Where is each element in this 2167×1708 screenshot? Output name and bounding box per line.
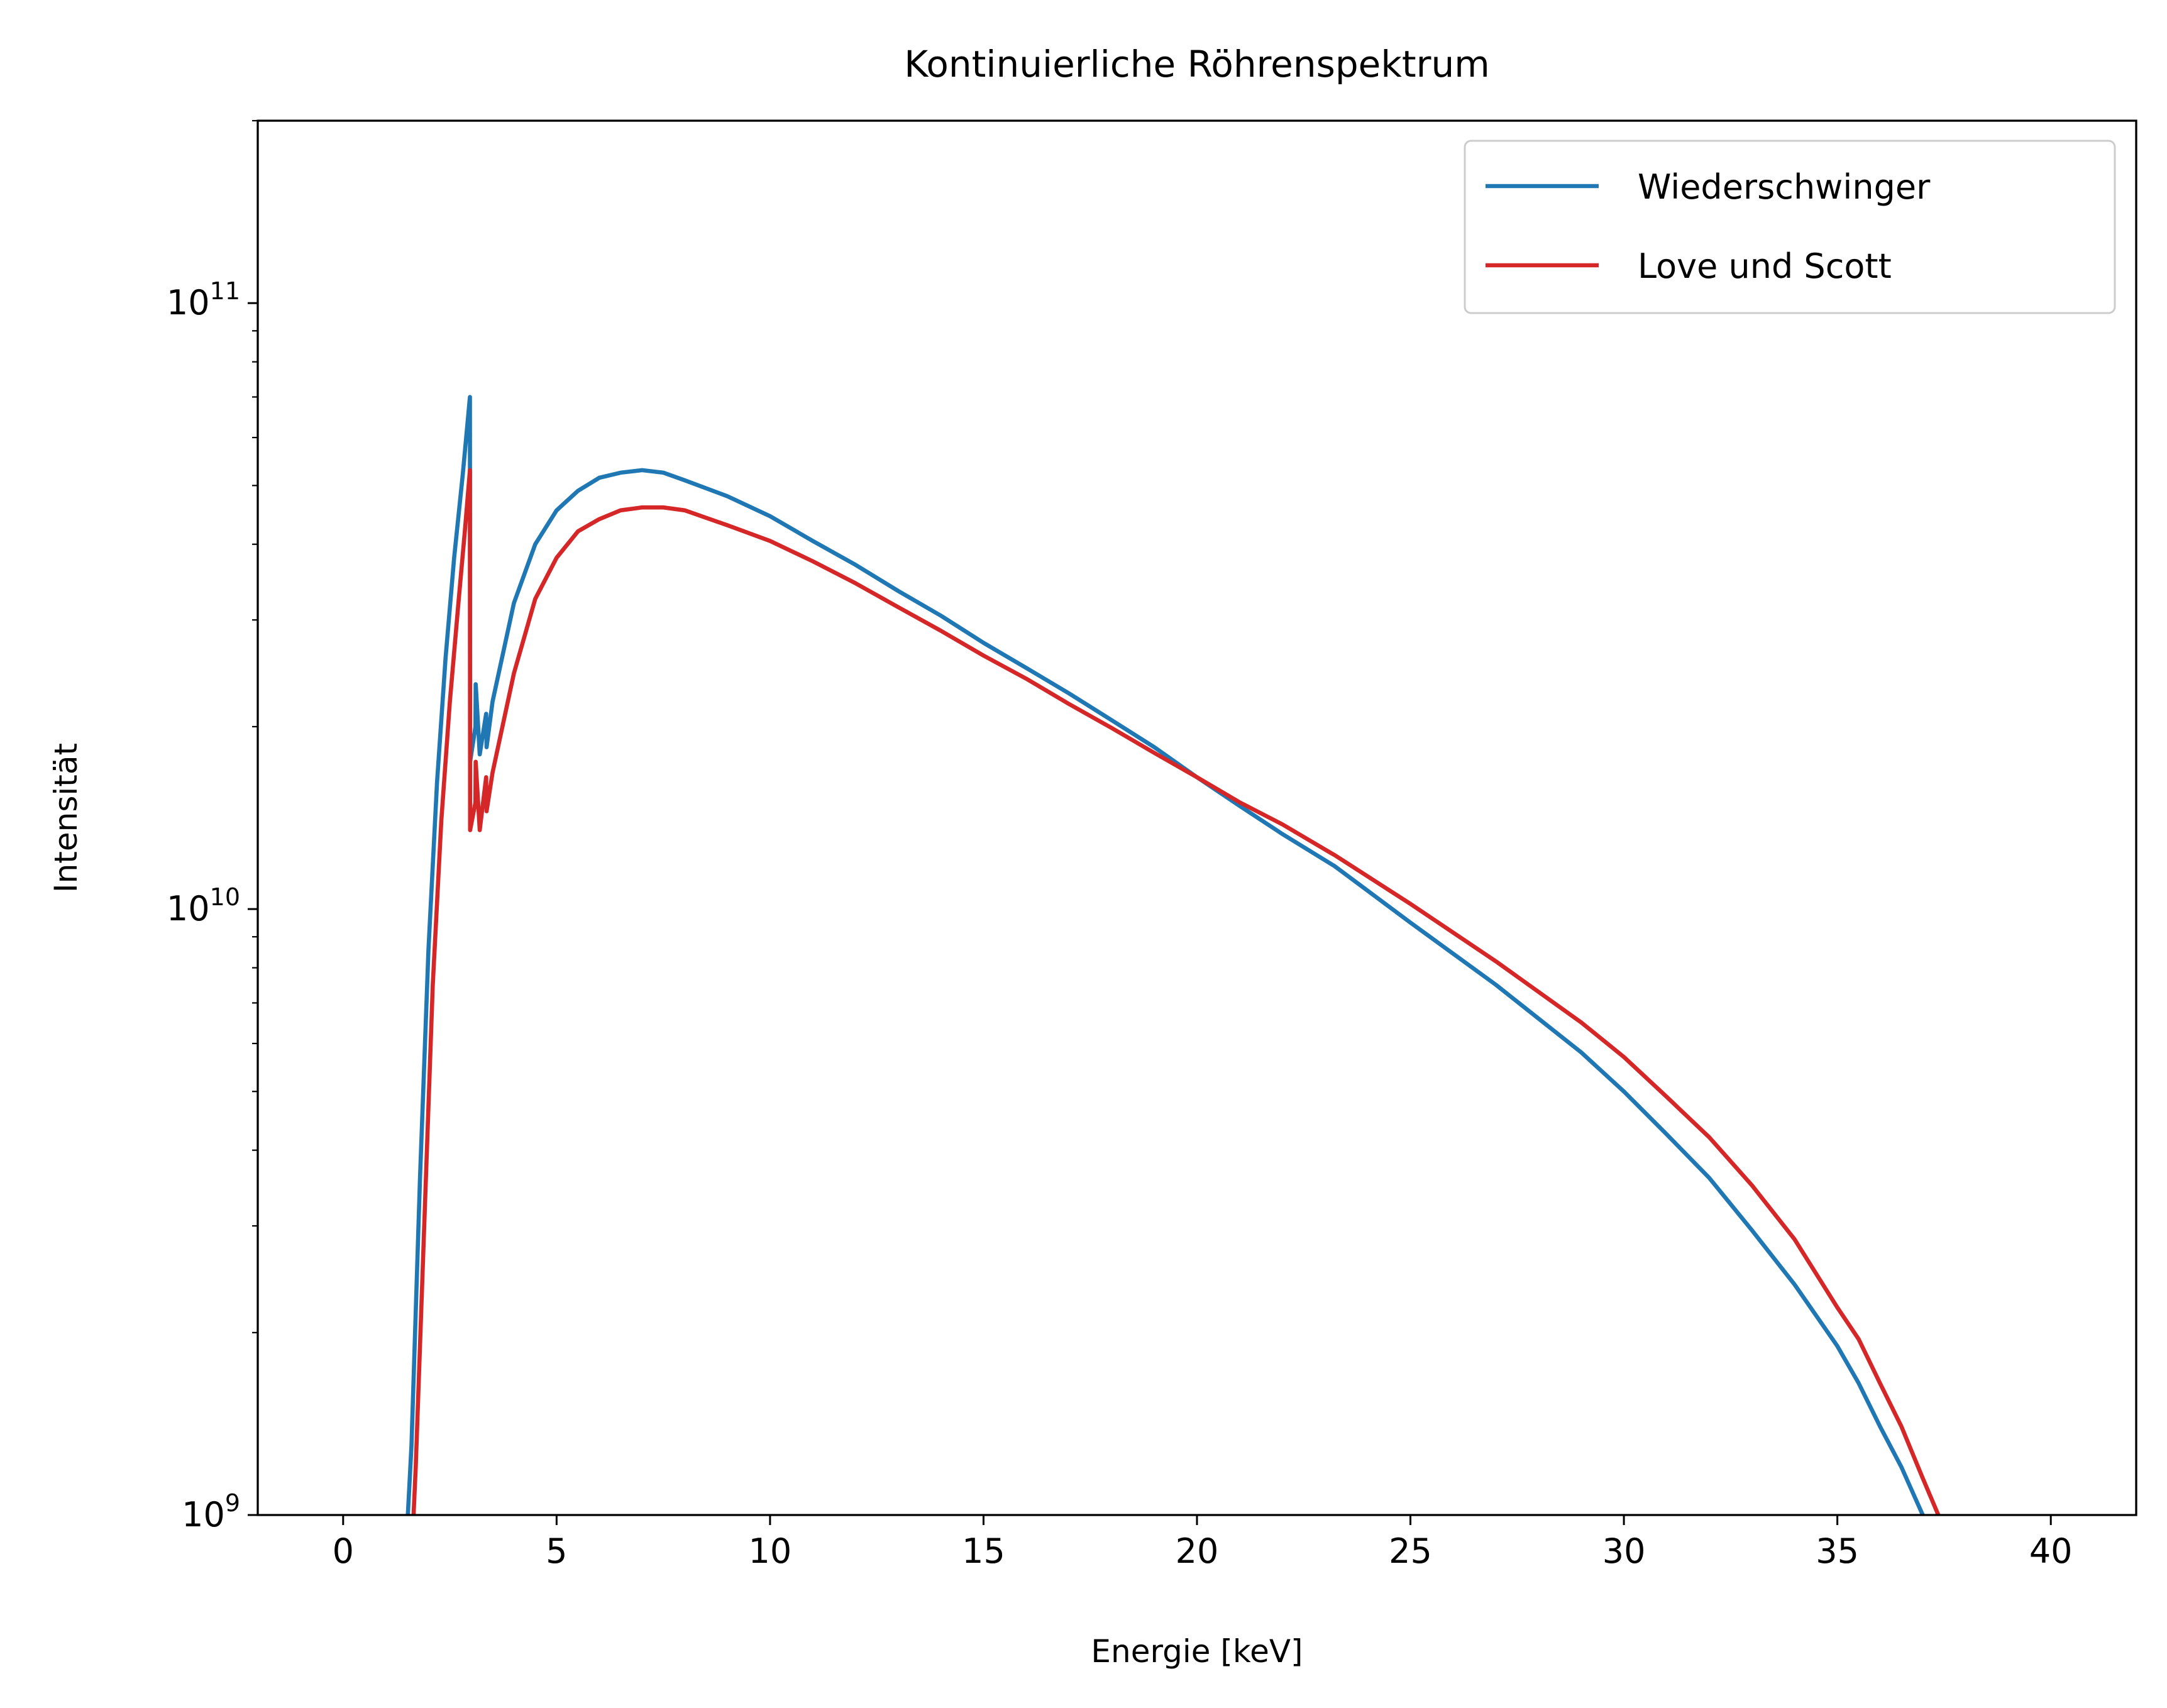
x-axis: 0 5 10 15 20 25 30 35 40 [333, 1515, 2073, 1571]
y-tick-label: 1011 [167, 277, 240, 322]
x-tick-label: 35 [1816, 1531, 1859, 1571]
y-tick-label: 1010 [167, 883, 240, 928]
x-tick-label: 0 [333, 1531, 354, 1571]
series-layer [405, 395, 1941, 1515]
legend: Wiederschwinger Love und Scott [1464, 140, 2116, 314]
x-tick-label: 40 [2029, 1531, 2073, 1571]
y-tick-label: 109 [182, 1489, 240, 1534]
y-axis: 109 1010 1011 [167, 119, 258, 1534]
x-tick-label: 20 [1176, 1531, 1219, 1571]
x-tick-label: 15 [962, 1531, 1005, 1571]
chart-title: Kontinuierliche Röhrenspektrum [904, 43, 1490, 85]
x-tick-label: 30 [1602, 1531, 1646, 1571]
legend-box [1464, 140, 2116, 314]
x-tick-label: 5 [546, 1531, 567, 1571]
y-axis-label: Intensität [48, 743, 84, 893]
x-axis-label: Energie [keV] [1091, 1633, 1303, 1670]
series-line-1 [411, 468, 1941, 1515]
legend-label-wiederschwinger: Wiederschwinger [1638, 167, 1931, 207]
x-tick-label: 25 [1389, 1531, 1432, 1571]
x-tick-label: 10 [749, 1531, 792, 1571]
legend-label-love-und-scott: Love und Scott [1638, 246, 1892, 286]
